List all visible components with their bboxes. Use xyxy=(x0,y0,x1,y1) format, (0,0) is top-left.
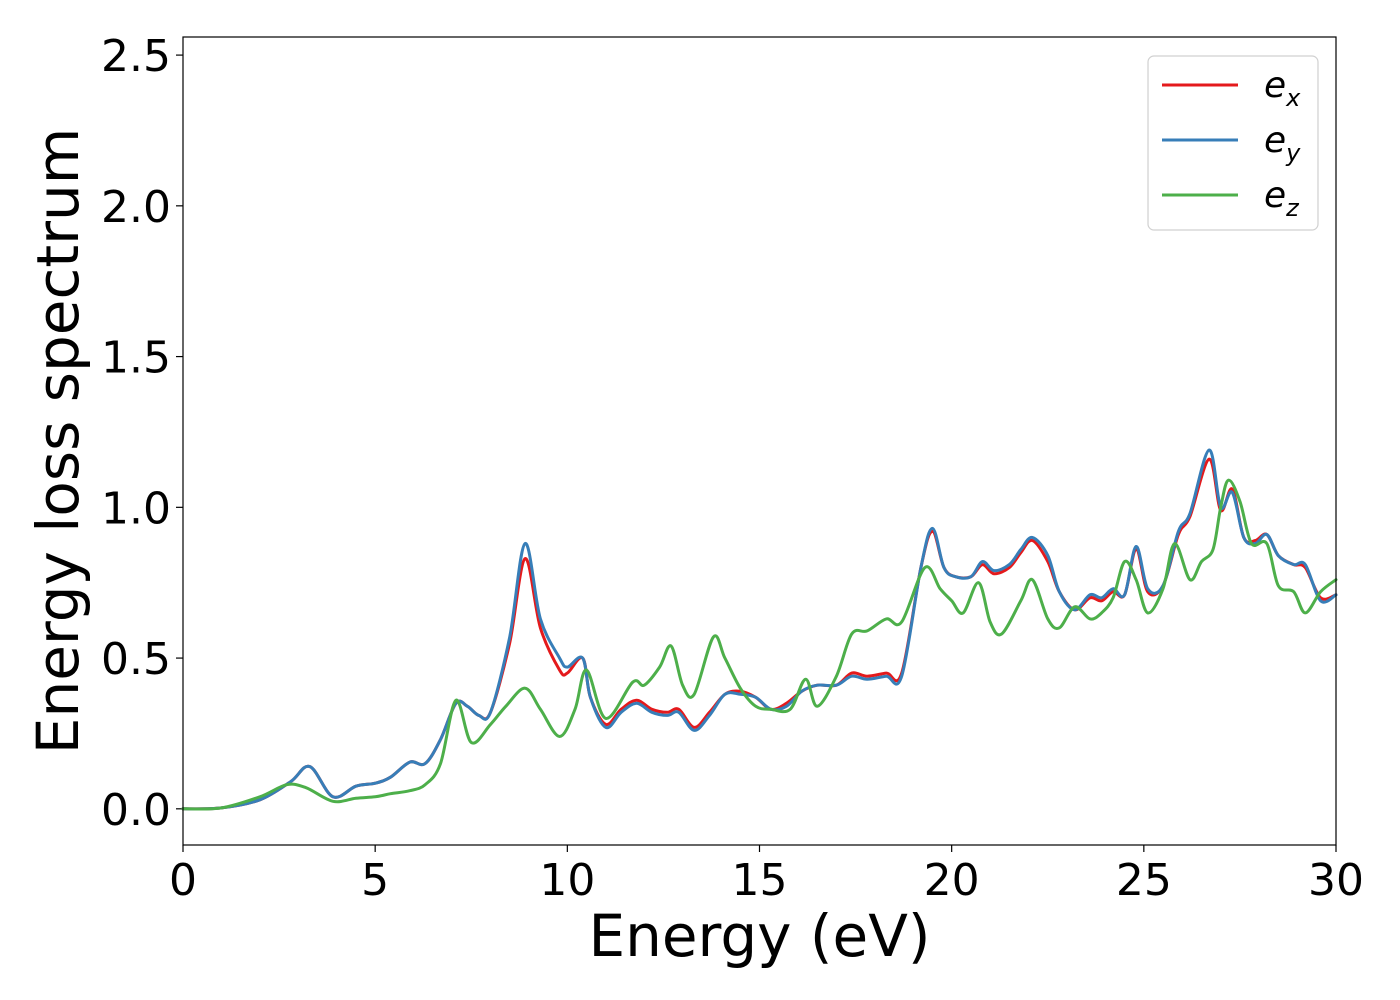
series-line-z xyxy=(181,478,1338,811)
x-tick-label: 20 xyxy=(924,855,980,906)
y-axis-label: Energy loss spectrum xyxy=(24,128,92,754)
legend-label-subscript: y xyxy=(1285,139,1301,167)
legend-label-subscript: z xyxy=(1285,194,1300,222)
y-tick-label: 0.0 xyxy=(101,785,171,836)
legend-label-base: e xyxy=(1264,65,1286,106)
series-lines xyxy=(181,448,1338,811)
series-line-y xyxy=(181,448,1338,811)
x-axis-label: Energy (eV) xyxy=(588,902,930,970)
legend-label-base: e xyxy=(1264,175,1286,216)
x-tick-label: 15 xyxy=(732,855,788,906)
ticks-layer: 0 5 10 15 20 25 30 0.0 0.5 1.0 1.5 2.0 2.5 xyxy=(101,31,1364,906)
legend-label-z: ez xyxy=(1264,175,1300,222)
legend-label-y: ey xyxy=(1264,120,1301,167)
legend-box xyxy=(1147,55,1319,231)
y-tick-label: 1.5 xyxy=(101,333,171,384)
y-tick-label: 2.0 xyxy=(101,182,171,233)
y-tick-label: 0.5 xyxy=(101,634,171,685)
y-tick-label: 2.5 xyxy=(101,31,171,82)
plot-frame xyxy=(182,36,1337,846)
legend-label-x: ex xyxy=(1264,65,1301,112)
legend-label-base: e xyxy=(1264,120,1286,161)
x-tick-label: 0 xyxy=(169,855,197,906)
x-tick-label: 25 xyxy=(1116,855,1172,906)
x-tick-label: 10 xyxy=(539,855,595,906)
legend-label-subscript: x xyxy=(1285,84,1301,112)
y-tick-label: 1.0 xyxy=(101,483,171,534)
x-tick-label: 30 xyxy=(1308,855,1364,906)
x-tick-label: 5 xyxy=(361,855,389,906)
